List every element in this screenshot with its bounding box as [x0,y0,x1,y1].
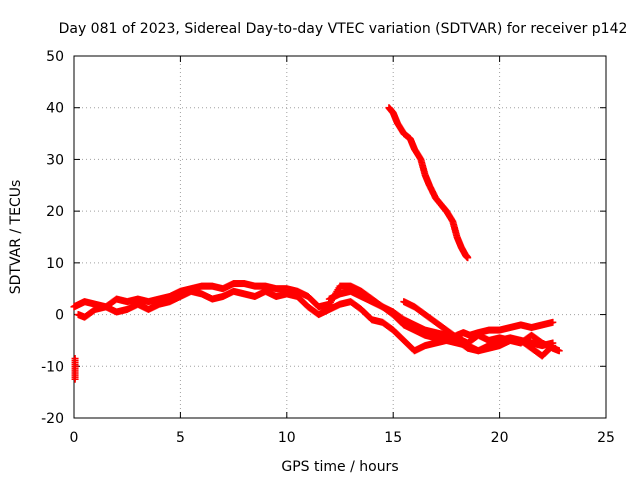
data-point [555,347,563,355]
data-point [71,375,79,383]
y-tick-label: 50 [46,49,64,65]
data-point [549,318,557,326]
y-tick-label: -10 [41,359,64,375]
grid-lines [74,56,606,418]
axis-ticks [73,55,607,419]
y-tick-label: 10 [46,256,64,272]
x-tick-label: 5 [176,430,185,446]
y-axis-label: SDTVAR / TECUs [8,180,24,295]
y-tick-label: 0 [55,308,64,324]
y-tick-label: -20 [41,411,64,427]
data-point [464,254,472,262]
x-tick-label: 25 [597,430,615,446]
y-tick-labels: -20 -10 0 10 20 30 40 50 [41,49,64,427]
y-tick-label: 20 [46,204,64,220]
data-points [70,104,563,383]
x-tick-label: 10 [278,430,296,446]
plot-frame [73,55,607,419]
y-tick-label: 30 [46,152,64,168]
y-tick-label: 40 [46,101,64,117]
x-tick-label: 15 [384,430,402,446]
x-axis-label: GPS time / hours [281,459,398,475]
x-tick-label: 20 [491,430,509,446]
x-tick-label: 0 [70,430,79,446]
x-tick-labels: 0 5 10 15 20 25 [70,430,615,446]
chart-title: Day 081 of 2023, Sidereal Day-to-day VTE… [59,21,628,37]
